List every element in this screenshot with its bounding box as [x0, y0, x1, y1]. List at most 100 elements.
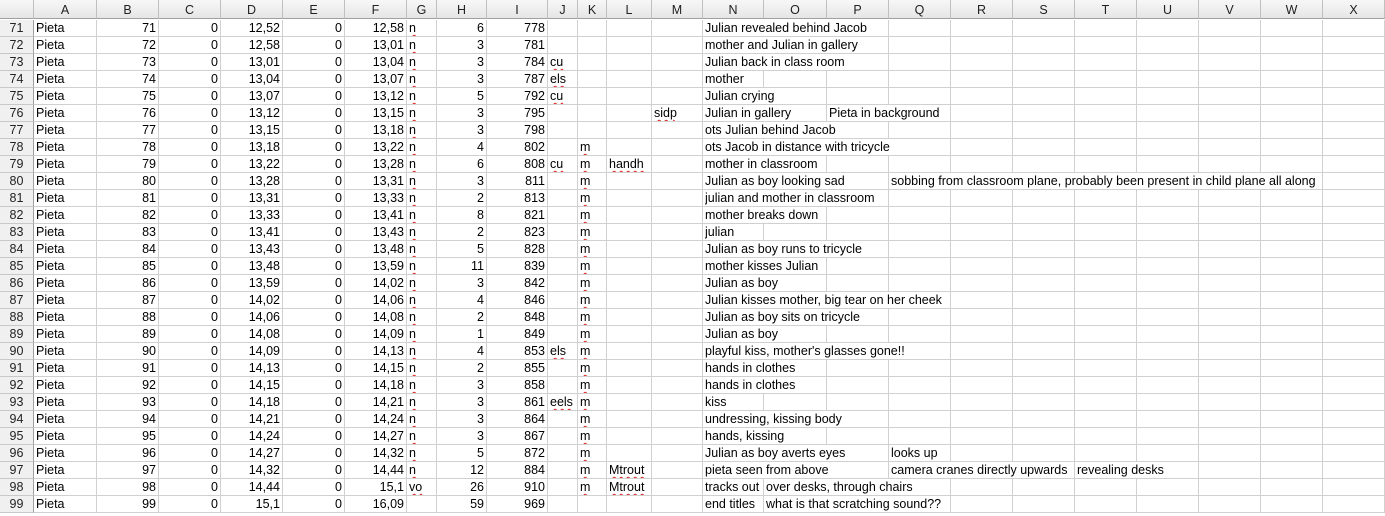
cell-p97[interactable] — [827, 462, 889, 479]
cell-q87[interactable] — [889, 292, 951, 309]
column-header-b[interactable]: B — [97, 0, 159, 19]
cell-x93[interactable] — [1323, 394, 1385, 411]
cell-b92[interactable]: 92 — [97, 377, 159, 394]
cell-p94[interactable] — [827, 411, 889, 428]
cell-b96[interactable]: 96 — [97, 445, 159, 462]
cell-u85[interactable] — [1137, 258, 1199, 275]
cell-v87[interactable] — [1199, 292, 1261, 309]
cell-t71[interactable] — [1075, 20, 1137, 37]
cell-b99[interactable]: 99 — [97, 496, 159, 513]
cell-p80[interactable] — [827, 173, 889, 190]
cell-p79[interactable] — [827, 156, 889, 173]
cell-c86[interactable]: 0 — [159, 275, 221, 292]
cell-u93[interactable] — [1137, 394, 1199, 411]
cell-k73[interactable] — [578, 54, 607, 71]
cell-b85[interactable]: 85 — [97, 258, 159, 275]
row-header[interactable]: 76 — [0, 105, 34, 122]
cell-s73[interactable] — [1013, 54, 1075, 71]
cell-x83[interactable] — [1323, 224, 1385, 241]
cell-f92[interactable]: 14,18 — [345, 377, 407, 394]
cell-x99[interactable] — [1323, 496, 1385, 513]
cell-w81[interactable] — [1261, 190, 1323, 207]
cell-x86[interactable] — [1323, 275, 1385, 292]
cell-j88[interactable] — [548, 309, 578, 326]
cell-u89[interactable] — [1137, 326, 1199, 343]
cell-l81[interactable] — [607, 190, 652, 207]
cell-g75[interactable]: n — [407, 88, 437, 105]
cell-x98[interactable] — [1323, 479, 1385, 496]
cell-w94[interactable] — [1261, 411, 1323, 428]
cell-q80[interactable]: sobbing from classroom plane, probably b… — [889, 173, 1317, 190]
cell-v77[interactable] — [1199, 122, 1261, 139]
cell-j75[interactable]: cu — [548, 88, 578, 105]
cell-a78[interactable]: Pieta — [34, 139, 97, 156]
cell-s90[interactable] — [1013, 343, 1075, 360]
cell-a71[interactable]: Pieta — [34, 20, 97, 37]
cell-h95[interactable]: 3 — [437, 428, 487, 445]
cell-r79[interactable] — [951, 156, 1013, 173]
cell-l80[interactable] — [607, 173, 652, 190]
cell-g90[interactable]: n — [407, 343, 437, 360]
cell-n82[interactable]: mother breaks down — [703, 207, 820, 224]
cell-n72[interactable]: mother and Julian in gallery — [703, 37, 859, 54]
cell-v74[interactable] — [1199, 71, 1261, 88]
cell-i89[interactable]: 849 — [487, 326, 548, 343]
cell-k79[interactable]: m — [578, 156, 607, 173]
cell-n88[interactable]: Julian as boy sits on tricycle — [703, 309, 861, 326]
cell-t88[interactable] — [1075, 309, 1137, 326]
cell-p73[interactable] — [827, 54, 889, 71]
cell-n79[interactable]: mother in classroom — [703, 156, 819, 173]
cell-w95[interactable] — [1261, 428, 1323, 445]
cell-u86[interactable] — [1137, 275, 1199, 292]
cell-i93[interactable]: 861 — [487, 394, 548, 411]
cell-h89[interactable]: 1 — [437, 326, 487, 343]
cell-q73[interactable] — [889, 54, 951, 71]
cell-h78[interactable]: 4 — [437, 139, 487, 156]
cell-k82[interactable]: m — [578, 207, 607, 224]
cell-o99[interactable]: what is that scratching sound?? — [764, 496, 943, 513]
cell-d91[interactable]: 14,13 — [221, 360, 283, 377]
cell-q83[interactable] — [889, 224, 951, 241]
cell-k76[interactable] — [578, 105, 607, 122]
cell-s89[interactable] — [1013, 326, 1075, 343]
cell-r75[interactable] — [951, 88, 1013, 105]
cell-l74[interactable] — [607, 71, 652, 88]
cell-e75[interactable]: 0 — [283, 88, 345, 105]
cell-u75[interactable] — [1137, 88, 1199, 105]
cell-e84[interactable]: 0 — [283, 241, 345, 258]
cell-g96[interactable]: n — [407, 445, 437, 462]
cell-i85[interactable]: 839 — [487, 258, 548, 275]
cell-k99[interactable] — [578, 496, 607, 513]
cell-t79[interactable] — [1075, 156, 1137, 173]
cell-l96[interactable] — [607, 445, 652, 462]
cell-w87[interactable] — [1261, 292, 1323, 309]
cell-h97[interactable]: 12 — [437, 462, 487, 479]
cell-k91[interactable]: m — [578, 360, 607, 377]
cell-n91[interactable]: hands in clothes — [703, 360, 797, 377]
cell-c96[interactable]: 0 — [159, 445, 221, 462]
cell-g83[interactable]: n — [407, 224, 437, 241]
cell-r83[interactable] — [951, 224, 1013, 241]
cell-e96[interactable]: 0 — [283, 445, 345, 462]
cell-m75[interactable] — [652, 88, 703, 105]
cell-x92[interactable] — [1323, 377, 1385, 394]
column-header-q[interactable]: Q — [889, 0, 951, 19]
cell-r81[interactable] — [951, 190, 1013, 207]
cell-t74[interactable] — [1075, 71, 1137, 88]
cell-j73[interactable]: cu — [548, 54, 578, 71]
cell-s88[interactable] — [1013, 309, 1075, 326]
cell-t97[interactable]: revealing desks — [1075, 462, 1165, 479]
cell-j84[interactable] — [548, 241, 578, 258]
cell-t96[interactable] — [1075, 445, 1137, 462]
cell-e88[interactable]: 0 — [283, 309, 345, 326]
cell-d79[interactable]: 13,22 — [221, 156, 283, 173]
cell-g71[interactable]: n — [407, 20, 437, 37]
column-header-f[interactable]: F — [345, 0, 407, 19]
cell-a84[interactable]: Pieta — [34, 241, 97, 258]
cell-o83[interactable] — [764, 224, 827, 241]
cell-x80[interactable] — [1323, 173, 1385, 190]
cell-c72[interactable]: 0 — [159, 37, 221, 54]
cell-c94[interactable]: 0 — [159, 411, 221, 428]
cell-e78[interactable]: 0 — [283, 139, 345, 156]
cell-b98[interactable]: 98 — [97, 479, 159, 496]
